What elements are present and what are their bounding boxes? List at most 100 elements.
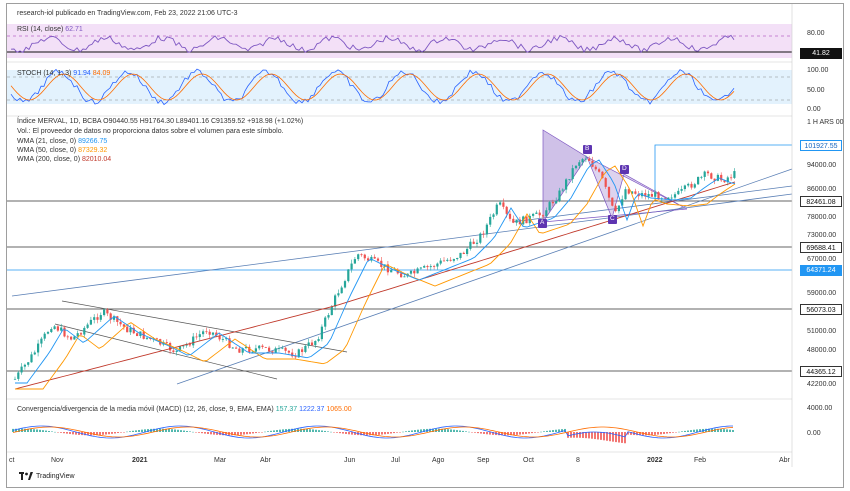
macd-bar [582,432,584,438]
candle-body [700,176,703,178]
price-tick: 94000.00 [807,162,837,169]
candle-body [175,350,178,352]
candle-body [538,212,541,216]
macd-bar [105,432,107,435]
macd-bar [489,432,491,435]
candle-body [683,185,686,190]
candle-body [251,351,254,353]
macd-bar [423,429,425,432]
trendline-long [11,193,793,297]
candle-body [433,266,436,267]
macd-bar [585,432,587,439]
candle-body [693,184,696,188]
candle-body [733,171,736,178]
macd-bar [255,432,257,434]
macd-bar [399,432,401,433]
tradingview-logo[interactable]: TradingView [19,472,75,480]
macd-bar [183,430,185,432]
candle-body [400,273,403,278]
currency-label: 1 H ARS 00 [807,119,844,126]
macd-bar [612,432,614,442]
macd-bar [189,431,191,432]
macd-bar [621,432,623,443]
candle-body [373,256,376,259]
candle-body [258,345,261,349]
candle-body [568,179,571,180]
candle-body [132,327,135,334]
macd-bar [117,432,119,434]
level-box-64371: 64371.24 [800,265,842,276]
candle-body [152,338,155,340]
level-box-82461: 82461.08 [800,196,842,207]
candle-body [241,348,244,353]
candle-body [327,315,330,318]
candle-body [485,224,488,235]
candle-body [429,266,432,268]
macd-bar [276,430,278,432]
candle-body [479,233,482,243]
candle-body [317,339,320,341]
candle-body [637,193,640,197]
macd-bar [591,432,593,439]
candle-body [697,176,700,185]
macd-bar [318,430,320,432]
macd-bar [660,432,662,435]
macd-bar [78,432,80,435]
candle-body [119,321,122,325]
macd-bar [405,431,407,432]
brand-text: TradingView [36,472,75,480]
macd-bar [468,431,470,433]
macd-bar [336,432,338,433]
candle-body [337,293,340,296]
candle-body [588,158,591,161]
macd-bar [639,432,641,436]
macd-bar [249,432,251,434]
candle-body [271,351,274,354]
macd-bar [240,432,242,435]
macd-bar [381,432,383,435]
macd-signal-series [12,426,734,438]
macd-bar [666,432,668,434]
time-label: 2022 [647,457,663,464]
candle-body [182,345,185,347]
macd-bar [144,429,146,432]
macd-bar [96,432,98,436]
candle-body [122,324,125,327]
wma50-line [15,165,736,390]
macd-bar [576,432,578,438]
macd-bar [192,431,194,433]
candle-body [76,333,79,337]
candle-body [86,324,89,328]
candle-body [211,332,215,335]
candle-body [43,333,46,339]
candle-body [106,309,109,314]
candle-body [687,183,690,186]
chart-canvas[interactable] [7,4,845,489]
candle-body [456,257,459,260]
candle-body [611,197,614,206]
candle-body [680,189,683,191]
channel-lower [54,323,278,380]
macd-bar [663,432,665,434]
macd-bar [384,432,386,435]
candle-body [720,174,723,181]
macd-bar [114,432,116,434]
macd-bar [168,428,170,432]
macd-bar [165,428,167,432]
candle-body [37,343,40,353]
macd-bar [555,429,557,432]
candlestick-series [13,155,736,381]
macd-bar [339,432,341,434]
macd-bar [672,432,674,433]
macd-bar [705,428,707,432]
candle-body [607,186,611,198]
time-label: 8 [576,457,580,464]
macd-bar [372,432,374,436]
macd-bar [69,432,71,435]
macd-bar [108,432,110,435]
candle-body [17,372,20,379]
candle-body [459,252,462,258]
candle-body [508,213,512,219]
candle-body [205,331,208,333]
candle-body [627,189,630,194]
